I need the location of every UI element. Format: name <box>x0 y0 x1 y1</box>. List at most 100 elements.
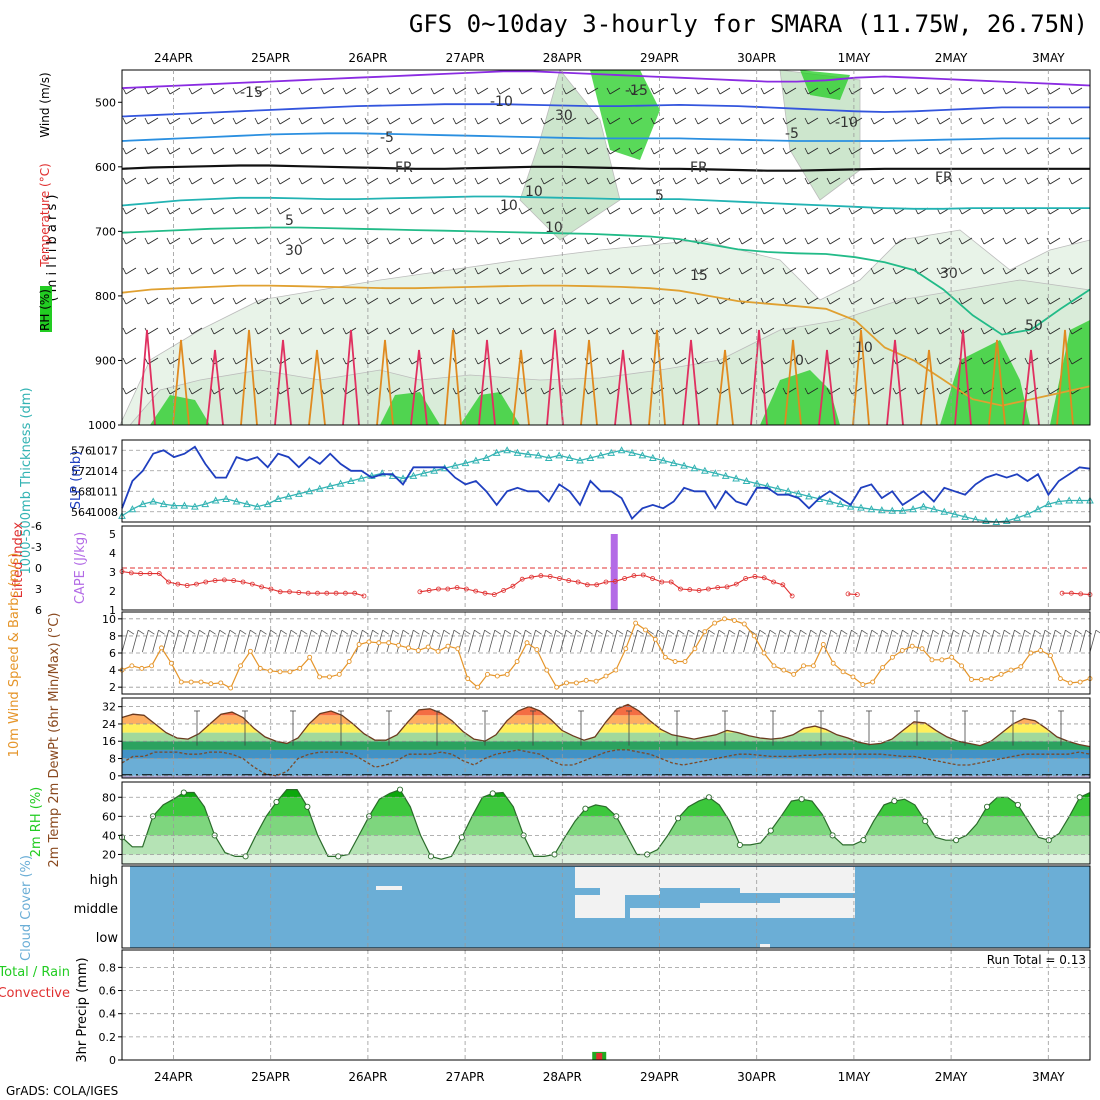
wind-barb-flag <box>210 147 215 155</box>
rh2m-marker <box>180 789 187 796</box>
lifted-index-marker <box>733 581 739 587</box>
thickness-marker <box>732 474 740 482</box>
wind-barb-flag <box>254 117 259 125</box>
wind-barb <box>917 357 929 365</box>
wind-barb-flag <box>452 237 457 245</box>
wind-speed-marker <box>376 640 382 646</box>
wind-barb <box>587 267 599 275</box>
thickness-marker <box>898 506 907 514</box>
wind-barb <box>917 387 929 395</box>
wind-barb-flag <box>386 147 391 155</box>
wind10m-barb-flag <box>199 629 206 635</box>
wind-barb-flag <box>584 207 589 215</box>
wind-barb <box>345 207 357 215</box>
thickness-marker <box>534 451 543 459</box>
rh2m-tick-label: 40 <box>102 829 116 842</box>
wind10m-barb-flag <box>158 629 165 635</box>
wind-barb-flag <box>386 117 391 125</box>
wind-barb <box>587 357 599 365</box>
wind-speed-marker <box>781 667 787 673</box>
wind-barb <box>323 297 335 305</box>
wind-barb <box>301 237 313 245</box>
wind-speed-marker <box>336 671 342 677</box>
wind10m-barb-flag <box>657 629 665 635</box>
top-date-label: 30APR <box>737 51 776 65</box>
wind10m-barb-flag <box>983 629 991 635</box>
bottom-date-label: 2MAY <box>935 1070 968 1084</box>
wind-barb-flag <box>936 357 941 365</box>
wind-barb-flag <box>628 387 633 395</box>
wind10m-barb-flag <box>810 629 817 635</box>
wind-barb <box>125 267 137 275</box>
lifted-index-marker <box>650 576 655 581</box>
wind-barb <box>257 267 269 275</box>
wind-barb <box>653 177 665 185</box>
wind-barb <box>543 87 555 95</box>
wind-barb <box>565 327 577 335</box>
wind-barb-flag <box>320 297 325 305</box>
precip-axis-label: 3hr Precip (mm) <box>75 957 90 1062</box>
wind-barb <box>455 357 467 365</box>
chart-title: GFS 0~10day 3-hourly for SMARA (11.75W, … <box>409 10 1088 38</box>
wind-barb-flag <box>892 327 897 335</box>
wind-barb-flag <box>276 87 281 95</box>
wind-barb-flag <box>1002 177 1007 185</box>
wind-barb-flag <box>980 237 985 245</box>
wind-barb-flag <box>760 177 765 185</box>
thickness-tick-label: 572 <box>71 465 92 478</box>
wind-barb <box>411 177 423 185</box>
wind-barb <box>389 237 401 245</box>
wind-barb <box>455 327 467 335</box>
contour-label: FR <box>690 160 708 176</box>
wind-barb <box>653 237 665 245</box>
wind-barb <box>785 237 797 245</box>
wind-barb-flag <box>738 357 743 365</box>
wind10m-barb <box>722 630 730 653</box>
wind-barb-flag <box>958 327 963 335</box>
wind-speed-marker <box>554 684 560 690</box>
wind-barb <box>543 177 555 185</box>
wind-speed-marker <box>257 665 263 671</box>
wind-barb <box>631 297 643 305</box>
wind-barb <box>1027 297 1039 305</box>
wind-barb <box>763 87 775 95</box>
wind-barb <box>675 297 687 305</box>
wind-speed-marker <box>435 648 441 654</box>
wind10m-barb <box>519 630 526 653</box>
wind10m-barb-flag <box>993 629 1001 635</box>
wind-speed-marker <box>810 663 816 669</box>
wind-speed-marker <box>949 654 955 660</box>
wind10m-barb <box>182 630 190 653</box>
wind-barb <box>543 117 555 125</box>
wind-barb-flag <box>276 147 281 155</box>
contour-label: 30 <box>940 266 958 282</box>
wind10m-barb-flag <box>902 629 909 635</box>
wind-barb <box>851 237 863 245</box>
wind-barb <box>191 267 203 275</box>
wind-speed-marker <box>317 674 323 680</box>
thickness-marker <box>482 453 491 461</box>
wind-barb <box>433 147 445 155</box>
wind-barb-flag <box>1068 87 1073 95</box>
bottom-date-label: 25APR <box>251 1070 290 1084</box>
wind-barb <box>873 327 885 335</box>
wind-barb-flag <box>716 387 721 395</box>
thickness-marker <box>1065 496 1074 504</box>
wind-speed-marker <box>455 646 461 652</box>
wind-barb <box>433 357 445 365</box>
wind-barb-flag <box>254 237 259 245</box>
wind-barb-flag <box>738 267 743 275</box>
convective-isotherm <box>750 329 768 426</box>
wind-barb-flag <box>804 237 809 245</box>
wind10m-barb <box>539 630 547 653</box>
wind-barb-flag <box>694 87 699 95</box>
wind-barb <box>587 117 599 125</box>
wind-barb <box>609 207 621 215</box>
contour-label: 5 <box>285 213 294 229</box>
wind-barb <box>785 297 797 305</box>
rh2m-marker <box>304 803 311 810</box>
wind-barb <box>235 327 247 335</box>
wind-barb <box>521 387 533 395</box>
wind-barb <box>257 327 269 335</box>
wind10m-barb-flag <box>484 629 491 635</box>
